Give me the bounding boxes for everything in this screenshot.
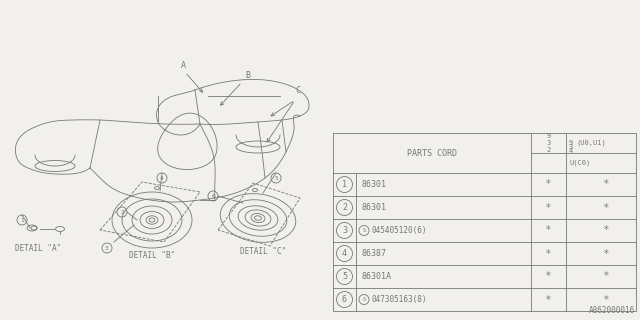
Text: *: * [604,203,609,212]
Text: 047305163(8): 047305163(8) [371,295,426,304]
Text: *: * [546,226,551,236]
Text: DETAIL "A": DETAIL "A" [15,244,61,253]
Text: DETAIL "B": DETAIL "B" [129,251,175,260]
Text: 9
3
2: 9 3 2 [547,133,550,153]
Text: *: * [546,249,551,259]
Text: *: * [604,249,609,259]
Text: 5: 5 [274,175,278,180]
Text: *: * [604,294,609,305]
Text: 9: 9 [569,140,573,146]
Text: 4: 4 [160,175,164,180]
Text: 3: 3 [105,245,109,251]
Text: *: * [604,180,609,189]
Text: PARTS CORD: PARTS CORD [407,148,457,157]
Text: 045405120(6): 045405120(6) [371,226,426,235]
Text: 86387: 86387 [361,249,386,258]
Text: S: S [362,228,365,233]
Text: *: * [546,180,551,189]
Text: B: B [245,71,250,80]
Text: *: * [546,294,551,305]
Text: 3: 3 [569,144,573,150]
Text: 1: 1 [342,180,347,189]
Text: *: * [546,271,551,282]
Text: *: * [604,226,609,236]
Text: A862000016: A862000016 [589,306,635,315]
Text: A: A [180,61,186,70]
Text: 6: 6 [342,295,347,304]
Text: 86301: 86301 [361,203,386,212]
Text: 1: 1 [20,218,24,222]
Text: C: C [295,86,300,95]
Text: (U0,U1): (U0,U1) [576,140,605,146]
Text: 6: 6 [211,194,215,198]
Text: DETAIL "C": DETAIL "C" [240,247,286,256]
Text: 5: 5 [342,272,347,281]
Text: 2: 2 [120,210,124,214]
Text: 4: 4 [342,249,347,258]
Text: U(C0): U(C0) [569,160,590,166]
Text: *: * [604,271,609,282]
Text: 2: 2 [342,203,347,212]
Text: S: S [362,297,365,302]
Bar [333,133,636,311]
Text: 3: 3 [342,226,347,235]
Text: 86301A: 86301A [361,272,391,281]
Text: *: * [546,203,551,212]
Text: 4: 4 [569,148,573,154]
Text: 86301: 86301 [361,180,386,189]
